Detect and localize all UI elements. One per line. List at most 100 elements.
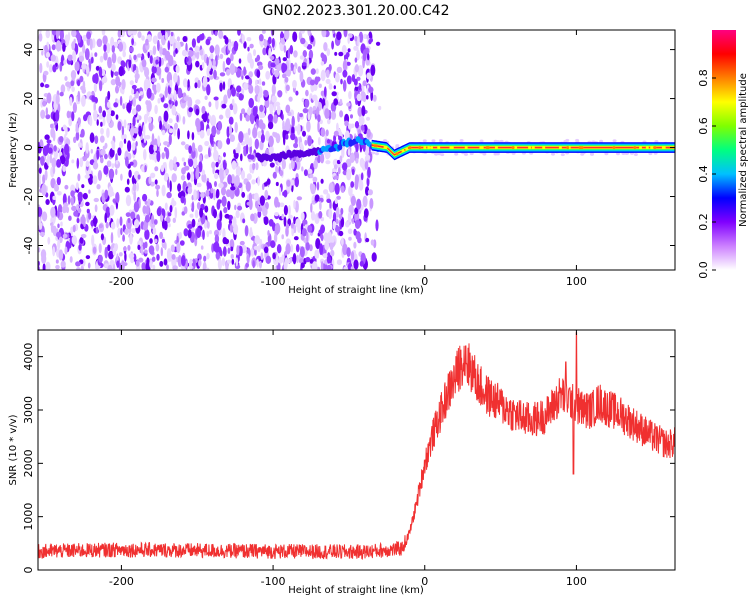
spectrogram-x-label: Height of straight line (km)	[288, 285, 424, 296]
spectrogram-noise-cell	[204, 140, 210, 147]
spectrogram-noise-cell	[223, 94, 228, 105]
spectrogram-noise-cell	[305, 89, 309, 97]
spectrogram-noise-cell	[309, 244, 313, 252]
spectrogram-noise-cell	[117, 121, 122, 131]
spectrogram-noise-cell	[270, 62, 276, 68]
spectrogram-noise-cell	[306, 44, 313, 50]
spectrogram-noise-cell	[355, 141, 359, 153]
spectrogram-noise-cell	[152, 35, 158, 45]
spectrogram-noise-cell	[106, 127, 110, 138]
spectrogram-noise-cell	[364, 161, 369, 170]
spectrogram-noise-cell	[181, 167, 186, 175]
spectrogram-noise-cell	[229, 134, 235, 142]
spectrogram-noise-cell	[185, 57, 189, 62]
spectrogram-noise-cell	[235, 257, 239, 267]
spectrogram-noise-cell	[94, 204, 98, 213]
spectrogram-noise-cell	[173, 90, 177, 100]
spectrogram-noise-cell	[227, 174, 233, 185]
spectrogram-noise-cell	[354, 64, 359, 73]
spectrogram-noise-cell	[79, 157, 84, 168]
spectrogram-noise-cell	[367, 189, 373, 196]
spectrogram-noise-cell	[119, 216, 123, 226]
spectrogram-noise-cell	[103, 43, 107, 52]
spectrogram-noise-cell	[267, 121, 274, 130]
spectrogram-noise-cell	[206, 128, 211, 136]
spectrogram-noise-cell	[70, 70, 77, 80]
spectrogram-noise-cell	[271, 95, 277, 103]
snr-x-tick-label: 100	[566, 575, 587, 588]
spectrogram-noise-cell	[187, 186, 193, 195]
spectrogram-noise-cell	[333, 130, 339, 137]
spectrogram-noise-cell	[49, 153, 52, 164]
spectrogram-noise-cell	[177, 183, 182, 192]
spectrogram-noise-cell	[70, 80, 75, 87]
spectrogram-noise-cell	[325, 129, 329, 137]
spectrogram-noise-cell	[347, 148, 351, 156]
spectrogram-noise-cell	[254, 138, 259, 150]
spectrogram-noise-cell	[318, 83, 322, 89]
spectrogram-noise-cell	[107, 90, 111, 101]
spectrogram-noise-cell	[276, 105, 281, 116]
spectrogram-signal-cell	[395, 152, 399, 156]
spectrogram-noise-cell	[338, 213, 343, 220]
spectrogram-noise-cell	[222, 60, 226, 73]
snr-x-tick-label: -100	[261, 575, 286, 588]
spectrogram-noise-cell	[119, 95, 123, 106]
spectrogram-noise-cell	[187, 229, 192, 239]
spectrogram-noise-cell	[254, 235, 261, 245]
spectrogram-noise-cell	[100, 156, 104, 164]
spectrogram-noise-cell	[269, 55, 275, 61]
spectrogram-noise-cell	[350, 251, 355, 261]
spectrogram-noise-cell	[292, 253, 297, 265]
spectrogram-noise-cell	[213, 209, 217, 219]
spectrogram-noise-cell	[238, 58, 242, 64]
spectrogram-noise-cell	[291, 115, 295, 128]
spectrogram-signal-band	[255, 136, 675, 163]
spectrogram-noise-cell	[223, 206, 228, 214]
spectrogram-noise-cell	[288, 96, 293, 102]
spectrogram-noise-cell	[330, 111, 337, 120]
spectrogram-noise-cell	[160, 30, 166, 37]
spectrogram-noise-cell	[71, 86, 75, 92]
spectrogram-noise-cell	[47, 147, 53, 154]
spectrogram-noise-cell	[135, 104, 142, 112]
colorbar-gradient	[712, 30, 736, 270]
spectrogram-noise-cell	[318, 211, 323, 219]
spectrogram-noise-cell	[335, 206, 340, 218]
spectrogram-noise-cell	[55, 94, 60, 105]
spectrogram-noise-cell	[139, 91, 144, 96]
spectrogram-noise-cell	[312, 176, 318, 183]
spectrogram-noise-cell	[275, 181, 279, 187]
spectrogram-noise-cell	[294, 176, 299, 188]
spectrogram-noise-cell	[332, 220, 336, 230]
spectrogram-noise-cell	[155, 59, 159, 65]
spectrogram-noise-cell	[320, 90, 325, 97]
spectrogram-noise-cell	[256, 69, 261, 78]
spectrogram-noise-cell	[375, 219, 379, 232]
spectrogram-noise-cell	[138, 125, 143, 137]
spectrogram-noise-cell	[368, 38, 372, 45]
spectrogram-noise-cell	[44, 169, 48, 181]
spectrogram-noise-cell	[328, 83, 333, 90]
spectrogram-noise-cell	[129, 80, 134, 86]
spectrogram-noise-cell	[85, 160, 90, 167]
spectrogram-signal-cell	[645, 146, 649, 150]
spectrogram-noise-cell	[168, 223, 171, 228]
spectrogram-noise-cell	[225, 57, 231, 66]
spectrogram-noise-cell	[196, 121, 201, 133]
spectrogram-noise-cell	[309, 174, 314, 179]
spectrogram-noise-cell	[129, 46, 134, 53]
spectrogram-noise-cell	[212, 59, 216, 67]
spectrogram-noise-cell	[180, 141, 186, 146]
spectrogram-noise-cell	[350, 195, 356, 206]
spectrogram-noise-cell	[164, 241, 167, 251]
spectrogram-noise-cell	[146, 100, 152, 113]
spectrogram-noise-cell	[232, 216, 237, 228]
spectrogram-noise-cell	[341, 237, 344, 247]
spectrogram-noise-cell	[255, 162, 259, 171]
spectrogram-noise-cell	[616, 152, 620, 156]
spectrogram-noise-cell	[56, 40, 61, 52]
spectrogram-noise-cell	[188, 145, 193, 154]
spectrogram-noise-cell	[288, 214, 293, 219]
spectrogram-noise-cell	[182, 36, 188, 42]
